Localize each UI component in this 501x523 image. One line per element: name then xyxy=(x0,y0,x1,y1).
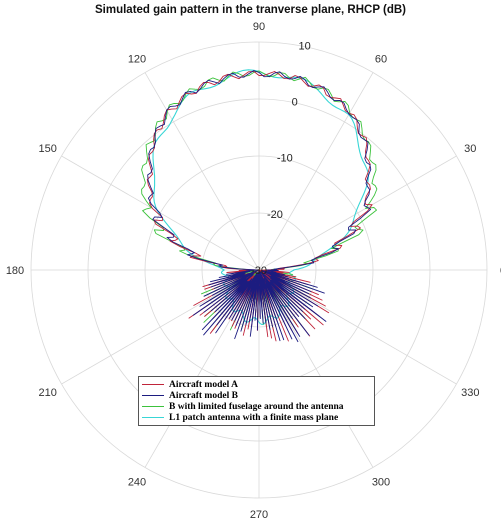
legend-entry: Aircraft model A xyxy=(142,379,371,390)
legend-swatch xyxy=(142,417,164,418)
angle-tick-label: 90 xyxy=(253,21,265,33)
legend-swatch xyxy=(142,395,164,396)
angle-tick-label: 330 xyxy=(461,387,479,399)
legend-label: Aircraft model B xyxy=(169,390,238,401)
angle-tick-label: 180 xyxy=(6,265,24,277)
legend-label: B with limited fuselage around the anten… xyxy=(169,401,344,412)
angle-tick-labels: 0 30 60 90 120 150 180 210 240 270 300 330 xyxy=(6,21,501,521)
angle-tick-label: 120 xyxy=(128,54,146,66)
angle-gridline xyxy=(258,72,374,271)
radius-tick-label: -30 xyxy=(251,265,267,277)
angle-gridline xyxy=(258,155,457,271)
series-line-2 xyxy=(147,70,372,343)
legend-label: L1 patch antenna with a finite mass plan… xyxy=(169,412,339,423)
radius-tick-label: -10 xyxy=(277,153,293,165)
angle-tick-label: 30 xyxy=(464,143,476,155)
angle-tick-label: 60 xyxy=(375,54,387,66)
radius-tick-label: 0 xyxy=(292,97,298,109)
legend-swatch xyxy=(142,384,164,385)
chart-title: Simulated gain pattern in the tranverse … xyxy=(95,4,406,16)
angle-gridline xyxy=(61,269,260,385)
angle-gridline xyxy=(258,269,374,468)
angle-gridline xyxy=(144,72,260,271)
angle-tick-label: 210 xyxy=(39,387,57,399)
series-lines xyxy=(141,69,378,343)
angle-gridline xyxy=(144,269,260,468)
legend-entry: B with limited fuselage around the anten… xyxy=(142,401,371,412)
legend-entry: Aircraft model B xyxy=(142,390,371,401)
radius-tick-label: -20 xyxy=(267,209,283,221)
angle-tick-label: 150 xyxy=(39,143,57,155)
angle-tick-label: 240 xyxy=(128,476,146,488)
legend-label: Aircraft model A xyxy=(169,379,238,390)
angle-gridline xyxy=(258,269,457,385)
radius-tick-labels: -30 -20 -10 0 10 xyxy=(251,40,311,277)
angle-tick-label: 0 xyxy=(500,265,501,277)
angle-tick-label: 300 xyxy=(372,476,390,488)
legend-entry: L1 patch antenna with a finite mass plan… xyxy=(142,412,371,423)
angle-tick-label: 270 xyxy=(250,509,268,521)
radius-tick-label: 10 xyxy=(298,40,310,52)
legend-swatch xyxy=(142,406,164,407)
